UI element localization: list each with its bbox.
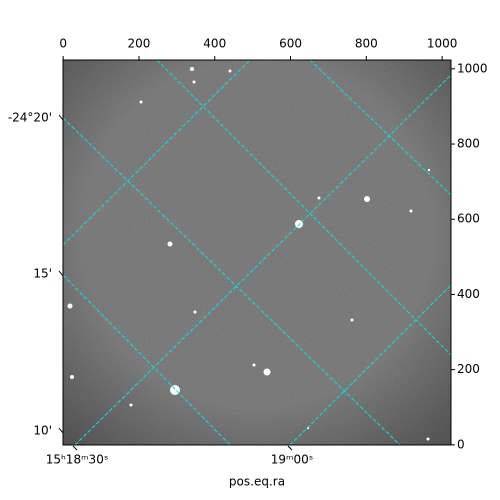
- ra-tick: [287, 445, 293, 451]
- y-tick-label: 0: [457, 437, 465, 451]
- y-tick-label: 1000: [457, 61, 488, 75]
- y-tick-label: 800: [457, 137, 480, 151]
- dec-tick-label: 10': [33, 424, 52, 438]
- x-tick-label: 800: [355, 37, 378, 51]
- x-tick-label: 0: [59, 37, 67, 51]
- dec-tick: [58, 270, 64, 277]
- stars: [67, 67, 431, 441]
- ra-tick-label: 15ʰ18ᵐ30ˢ: [46, 453, 109, 467]
- dec-tick: [58, 114, 64, 121]
- x-tick-label: 200: [128, 37, 151, 51]
- x-tick-label: 400: [203, 37, 226, 51]
- x-tick-label: 1000: [427, 37, 458, 51]
- ra-tick: [72, 445, 78, 451]
- axes-frame: [62, 59, 452, 446]
- x-tick-label: 600: [279, 37, 302, 51]
- y-tick-label: 200: [457, 362, 480, 376]
- dec-tick-label: -24°20': [8, 111, 52, 125]
- dec-tick: [58, 427, 64, 434]
- y-tick-label: 600: [457, 212, 480, 226]
- sky-image: [63, 60, 451, 445]
- x-axis-label: pos.eq.ra: [229, 475, 285, 489]
- y-tick-label: 400: [457, 287, 480, 301]
- ra-tick-label: 19ᵐ00ˢ: [271, 453, 314, 467]
- coordinate-grid: [63, 60, 451, 445]
- dec-tick-label: 15': [33, 267, 52, 281]
